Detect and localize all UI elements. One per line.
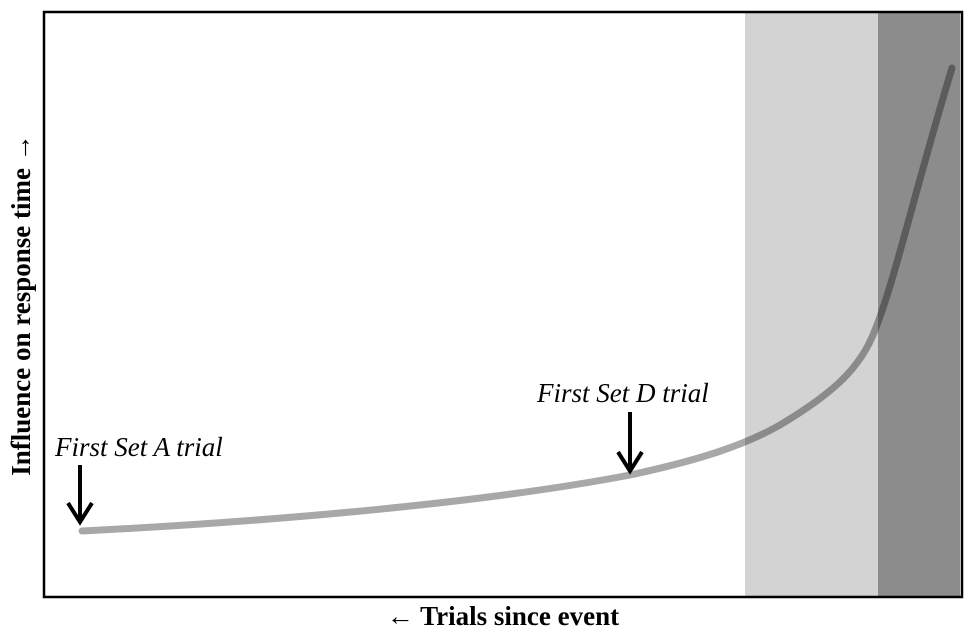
x-axis-label: ← Trials since event [387,601,619,631]
curve [78,64,956,535]
y-axis-label: Influence on response time → [6,134,36,476]
dark-band [878,12,960,597]
annotation: First Set A trial [54,432,223,462]
arrows [66,412,644,526]
annotation: First Set D trial [536,378,709,408]
light-band [745,12,878,597]
plot-frame [42,10,964,599]
